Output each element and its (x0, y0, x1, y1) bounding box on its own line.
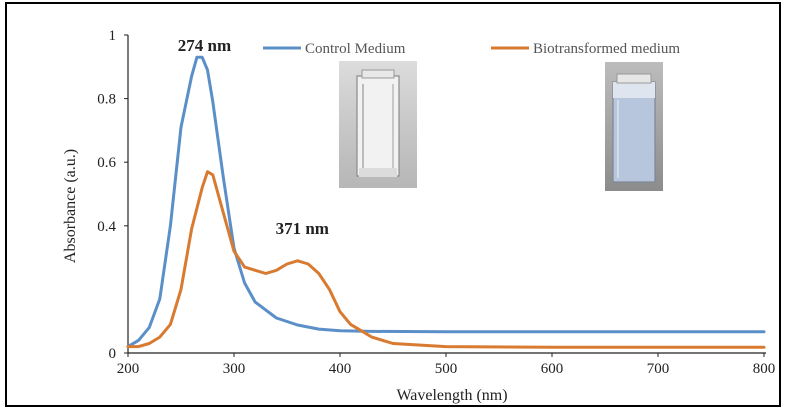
y-tick-label: 0.6 (97, 155, 116, 171)
x-tick-label: 400 (329, 361, 352, 377)
y-axis-title: Absorbance (a.u.) (62, 149, 79, 263)
series-line-biotransformed-medium (126, 170, 766, 349)
y-tick-label: 0.4 (97, 219, 116, 235)
series-line-control-medium (126, 55, 766, 349)
x-axis-title: Wavelength (nm) (396, 387, 507, 404)
y-axis-title-text: Absorbance (a.u.) (62, 149, 79, 263)
control-cuvette-photo (339, 61, 417, 188)
annotation-layer: 274 nm 371 nm (178, 36, 329, 238)
peak-annotation-371-nm: 371 nm (276, 219, 329, 238)
y-tick-label: 0 (109, 346, 117, 362)
figure-frame: 200 300 400 500 600 700 800 0 0.4 0.6 0.8 1 (5, 2, 781, 407)
legend: Control Medium Biotransformed medium (263, 41, 680, 57)
x-tick-label: 300 (223, 361, 246, 377)
x-tick-label: 700 (647, 361, 670, 377)
biotransformed-cuvette-photo (605, 62, 663, 191)
x-tick-label: 600 (541, 361, 564, 377)
legend-item-control-medium: Control Medium (263, 41, 406, 57)
legend-item-biotransformed-medium: Biotransformed medium (491, 41, 680, 57)
legend-label: Control Medium (305, 41, 406, 57)
x-tick-label: 500 (435, 361, 458, 377)
peak-annotation-274-nm: 274 nm (178, 36, 231, 55)
axes: 200 300 400 500 600 700 800 0 0.4 0.6 0.8 1 (97, 28, 775, 377)
series-layer (126, 55, 766, 349)
y-tick-label: 0.8 (97, 92, 116, 108)
x-tick-label: 800 (753, 361, 776, 377)
legend-label: Biotransformed medium (533, 41, 680, 57)
absorbance-chart: 200 300 400 500 600 700 800 0 0.4 0.6 0.8 1 (62, 28, 775, 404)
x-tick-label: 200 (117, 361, 140, 377)
y-tick-label: 1 (109, 28, 117, 44)
photo-layer (339, 61, 663, 191)
